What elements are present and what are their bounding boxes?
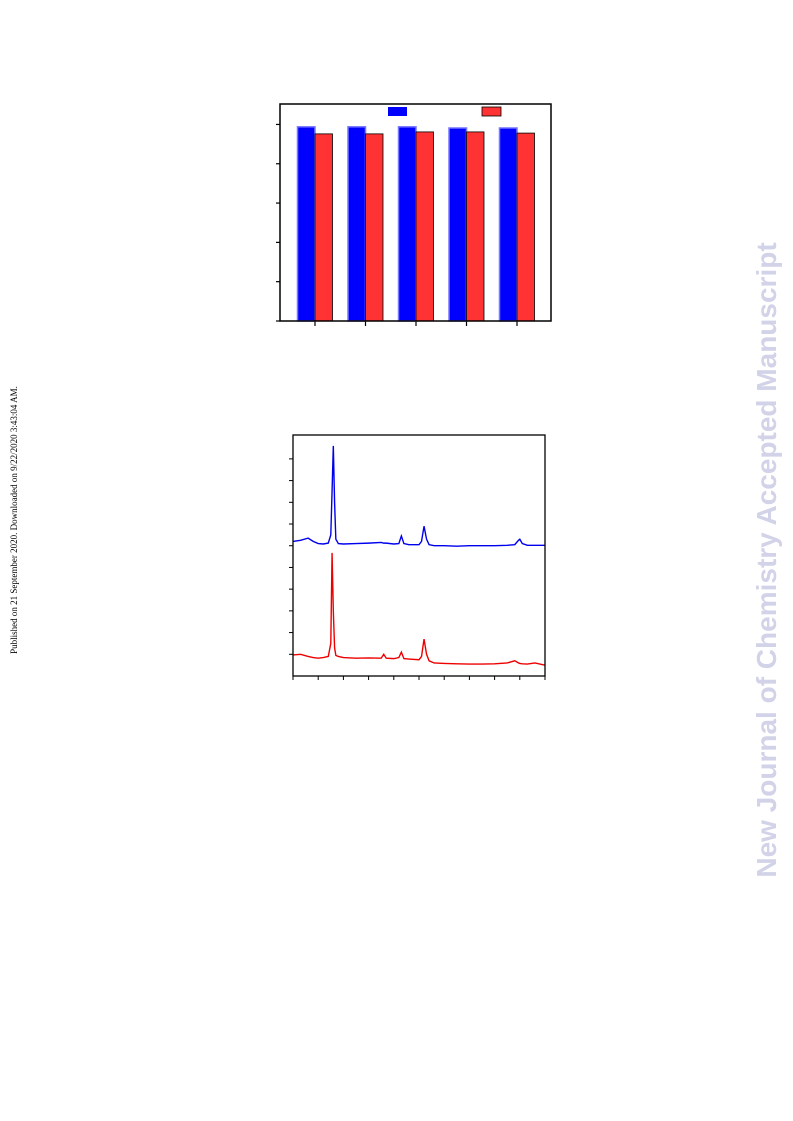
plot-frame bbox=[292, 434, 546, 677]
sidebar-note: Published on 21 September 2020. Download… bbox=[9, 386, 19, 654]
bar bbox=[448, 127, 468, 322]
bar bbox=[347, 126, 367, 322]
watermark: New Journal of Chemistry Accepted Manusc… bbox=[751, 242, 782, 877]
plot-frame bbox=[279, 103, 552, 322]
bar bbox=[415, 131, 434, 322]
legend-swatch bbox=[481, 106, 502, 117]
legend-swatch bbox=[388, 107, 407, 116]
bar bbox=[296, 126, 316, 322]
bar bbox=[466, 131, 485, 322]
bar bbox=[498, 127, 518, 322]
bar bbox=[516, 132, 535, 322]
spectrum-line bbox=[292, 552, 546, 666]
bar bbox=[314, 133, 333, 322]
spectrum-line bbox=[292, 445, 545, 547]
bar bbox=[365, 133, 384, 322]
bar bbox=[397, 126, 417, 322]
